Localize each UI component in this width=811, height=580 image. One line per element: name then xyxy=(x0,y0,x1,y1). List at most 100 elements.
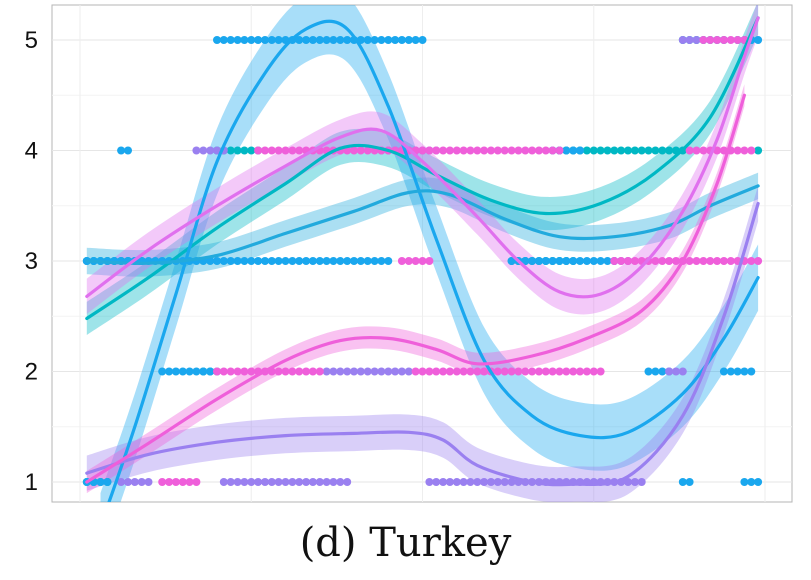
data-point xyxy=(555,257,564,265)
data-point xyxy=(254,478,263,486)
data-point xyxy=(617,257,626,265)
data-point xyxy=(473,146,482,155)
data-point xyxy=(733,36,742,44)
data-point xyxy=(596,257,605,265)
data-point xyxy=(350,257,358,265)
data-point xyxy=(452,146,461,155)
y-tick-labels: 1 2 3 4 5 xyxy=(25,27,38,496)
data-point xyxy=(322,478,331,486)
data-point xyxy=(404,36,413,44)
data-point xyxy=(487,478,495,486)
data-point xyxy=(356,257,365,265)
data-point xyxy=(535,367,543,376)
data-point xyxy=(562,146,571,155)
data-point xyxy=(226,36,235,44)
data-point xyxy=(377,36,386,44)
data-point xyxy=(535,257,543,265)
data-point xyxy=(713,257,722,265)
data-point xyxy=(507,367,516,376)
data-point xyxy=(261,478,269,486)
data-point xyxy=(329,36,338,44)
data-point xyxy=(658,257,667,265)
data-point xyxy=(137,478,146,486)
data-point xyxy=(719,367,728,376)
data-point xyxy=(555,367,564,376)
data-point xyxy=(397,36,406,44)
data-point xyxy=(226,367,235,376)
data-point xyxy=(576,367,584,376)
data-point xyxy=(308,367,317,376)
data-point xyxy=(308,257,317,265)
data-point xyxy=(630,146,639,155)
data-point xyxy=(672,257,680,265)
data-point xyxy=(384,36,393,44)
y-tick-label: 2 xyxy=(25,359,38,386)
data-point xyxy=(610,257,619,265)
data-point xyxy=(432,367,441,376)
data-point xyxy=(247,478,256,486)
data-point xyxy=(397,257,406,265)
data-point xyxy=(247,367,256,376)
data-point xyxy=(699,257,708,265)
data-point xyxy=(726,36,735,44)
data-point xyxy=(267,36,276,44)
data-point xyxy=(281,367,290,376)
data-point xyxy=(541,257,550,265)
y-tick-label: 3 xyxy=(25,248,38,275)
data-point xyxy=(678,36,687,44)
data-point xyxy=(528,257,537,265)
data-point xyxy=(685,36,694,44)
data-point xyxy=(706,36,715,44)
data-point xyxy=(733,146,742,155)
data-point xyxy=(117,478,126,486)
data-point xyxy=(678,478,687,486)
data-point xyxy=(261,257,269,265)
data-point xyxy=(507,257,516,265)
data-point xyxy=(439,478,448,486)
data-point xyxy=(500,146,509,155)
data-point xyxy=(665,257,674,265)
data-point xyxy=(418,367,427,376)
data-point xyxy=(576,146,584,155)
data-point xyxy=(569,367,578,376)
data-point xyxy=(582,146,591,155)
data-point xyxy=(247,146,256,155)
data-point xyxy=(500,478,509,486)
data-point xyxy=(624,478,632,486)
data-point xyxy=(603,146,612,155)
data-point xyxy=(322,36,331,44)
data-point xyxy=(411,36,420,44)
data-point xyxy=(740,146,749,155)
data-point xyxy=(295,146,304,155)
data-point xyxy=(541,146,550,155)
y-tick-label: 4 xyxy=(25,138,38,165)
data-point xyxy=(514,367,523,376)
data-point xyxy=(322,367,331,376)
confidence-band-3 xyxy=(86,185,759,502)
trend-line-4 xyxy=(85,93,746,484)
data-point xyxy=(425,478,434,486)
data-point xyxy=(377,257,386,265)
data-point xyxy=(665,146,674,155)
data-point xyxy=(404,367,413,376)
data-point xyxy=(665,367,674,376)
data-point xyxy=(754,146,763,155)
data-point xyxy=(658,367,667,376)
data-point xyxy=(370,367,379,376)
data-point xyxy=(343,257,352,265)
data-point xyxy=(445,478,454,486)
data-point xyxy=(610,146,619,155)
data-point xyxy=(117,146,126,155)
data-point xyxy=(459,146,468,155)
data-point xyxy=(637,478,646,486)
data-point xyxy=(226,478,235,486)
data-point xyxy=(418,36,427,44)
data-point xyxy=(411,257,420,265)
data-point xyxy=(439,367,448,376)
data-point xyxy=(699,36,708,44)
data-point xyxy=(219,367,228,376)
data-point xyxy=(315,367,324,376)
data-point xyxy=(521,146,530,155)
data-point xyxy=(103,478,112,486)
data-point xyxy=(192,146,201,155)
